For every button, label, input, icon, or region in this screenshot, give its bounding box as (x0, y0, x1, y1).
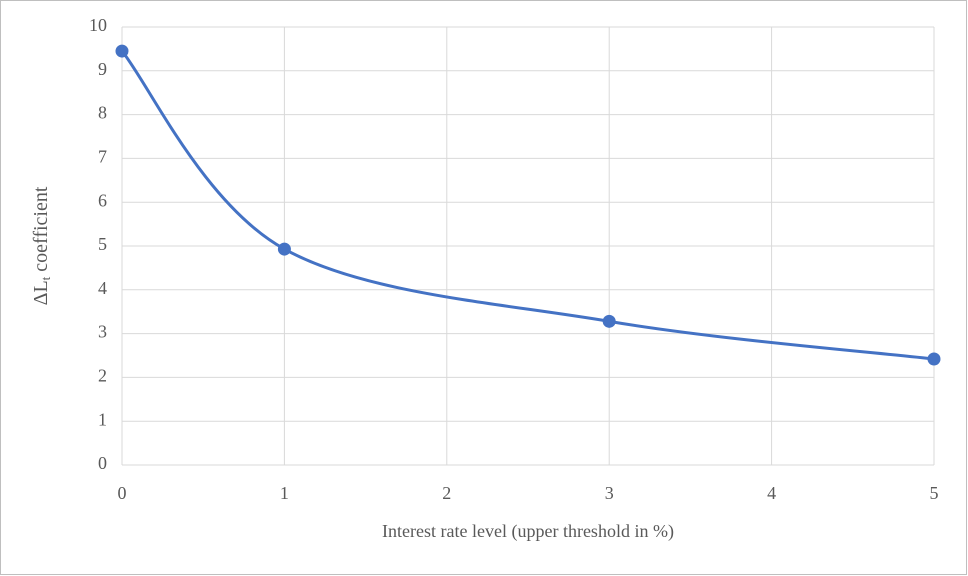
y-label-main: ΔL (30, 280, 52, 305)
y-tick-label: 4 (98, 278, 107, 298)
y-tick-label: 0 (98, 453, 107, 473)
x-tick-label: 5 (930, 483, 939, 503)
marker (602, 314, 616, 328)
x-tick-label: 2 (442, 483, 451, 503)
x-tick-label: 4 (767, 483, 776, 503)
y-tick-label: 1 (98, 409, 107, 429)
x-axis-label: Interest rate level (upper threshold in … (382, 521, 674, 542)
marker (115, 44, 129, 58)
y-tick-label: 7 (98, 147, 107, 167)
y-tick-label: 9 (98, 59, 107, 79)
y-tick-label: 6 (98, 190, 107, 210)
y-label-sub: t (38, 276, 53, 280)
marker (927, 352, 941, 366)
y-axis-label: ΔLt coefficient (30, 186, 53, 305)
y-tick-label: 3 (98, 322, 107, 342)
marker (277, 242, 291, 256)
y-tick-label: 5 (98, 234, 107, 254)
y-tick-label: 2 (98, 366, 107, 386)
y-tick-label: 8 (98, 103, 107, 123)
y-tick-label: 10 (89, 15, 107, 35)
line (120, 50, 935, 361)
y-label-rest: coefficient (30, 186, 52, 272)
x-tick-label: 1 (280, 483, 289, 503)
x-tick-label: 0 (118, 483, 127, 503)
x-tick-label: 3 (605, 483, 614, 503)
